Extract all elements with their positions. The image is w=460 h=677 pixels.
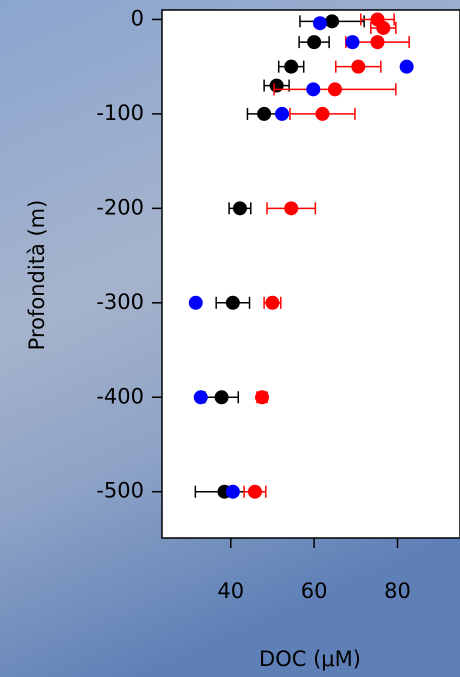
point	[188, 295, 203, 310]
point	[214, 390, 229, 405]
point	[284, 59, 299, 74]
point	[232, 201, 247, 216]
plot-area	[161, 9, 460, 539]
point	[351, 59, 366, 74]
point	[255, 390, 270, 405]
point	[307, 35, 322, 50]
point	[370, 35, 385, 50]
y-tick-label: -300	[96, 290, 144, 314]
point	[225, 295, 240, 310]
point	[306, 82, 321, 97]
y-axis-label: Profondità (m)	[25, 200, 49, 351]
point	[247, 484, 262, 499]
point	[257, 106, 272, 121]
point	[399, 59, 414, 74]
y-tick-label: -400	[96, 384, 144, 408]
y-tick-label: -100	[96, 101, 144, 125]
x-tick-label: 40	[217, 579, 244, 603]
point	[325, 14, 340, 29]
point	[193, 390, 208, 405]
point	[269, 78, 284, 93]
point	[275, 106, 290, 121]
point	[376, 20, 391, 35]
x-tick-label: 60	[301, 579, 328, 603]
point	[265, 295, 280, 310]
point	[312, 16, 327, 31]
point	[327, 82, 342, 97]
point	[345, 35, 360, 50]
y-tick-label: -500	[96, 479, 144, 503]
y-tick-label: -200	[96, 195, 144, 219]
y-tick-label: 0	[131, 6, 144, 30]
point	[284, 201, 299, 216]
point	[225, 484, 240, 499]
x-tick-label: 80	[384, 579, 411, 603]
x-axis-label: DOC (μM)	[259, 647, 361, 671]
point	[315, 106, 330, 121]
